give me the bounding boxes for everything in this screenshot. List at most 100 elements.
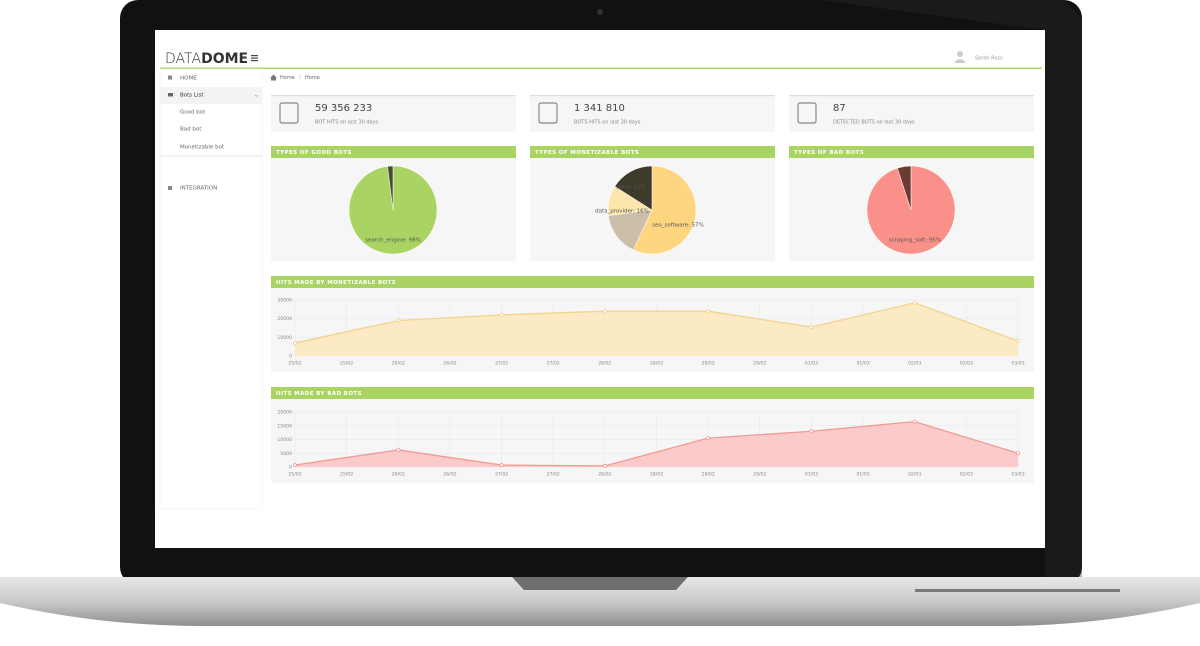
slot — [915, 589, 1120, 592]
x-tick-label: 26/02 — [392, 472, 405, 478]
stat-value: 1 341 810 — [574, 103, 625, 114]
y-tick-label: 15000 — [277, 423, 292, 429]
nav-item[interactable]: HOME — [180, 76, 197, 82]
sidebar — [159, 68, 263, 510]
x-tick-label: 25/02 — [288, 472, 301, 478]
pie-slice — [632, 165, 697, 255]
x-tick-label: 27/02 — [495, 361, 508, 367]
stat-value: 59 356 233 — [315, 103, 372, 114]
user-avatar[interactable] — [954, 51, 966, 63]
home-icon — [270, 74, 277, 81]
stat-caption: BOT HITS on last 30 days — [315, 120, 379, 126]
x-tick-label: 27/02 — [547, 361, 560, 367]
pie-slice — [608, 209, 653, 251]
y-tick-label: 0 — [289, 354, 292, 360]
breadcrumb-link[interactable]: Home — [280, 75, 295, 81]
y-tick-label: 30000 — [277, 298, 292, 304]
pie-slice — [897, 165, 912, 211]
y-tick-label: 20000 — [277, 410, 292, 416]
stat-box — [530, 95, 775, 132]
stat-icon — [279, 102, 299, 124]
nav-item[interactable]: Bots List — [180, 93, 204, 99]
stat-top — [530, 95, 775, 97]
area-line — [294, 420, 1019, 467]
y-tick-label: 10000 — [277, 335, 292, 341]
x-tick-label: 25/02 — [340, 472, 353, 478]
point — [292, 340, 297, 345]
panel-title: TYPES OF GOOD BOTS — [276, 150, 352, 156]
breadcrumb-sep: / — [299, 75, 301, 81]
panel-header — [271, 276, 1034, 288]
point — [499, 312, 504, 317]
nav-subitem[interactable]: Bad bot — [180, 127, 202, 133]
camera — [597, 9, 603, 15]
stat-box — [789, 95, 1034, 132]
point — [912, 419, 917, 424]
menu-toggle[interactable] — [251, 55, 258, 62]
stat-box — [271, 95, 516, 132]
area-fill — [295, 421, 1018, 467]
panel-header — [789, 146, 1034, 158]
x-tick-label: 27/02 — [547, 472, 560, 478]
icon — [168, 75, 172, 80]
point — [706, 309, 711, 314]
laptop-base — [0, 577, 1200, 626]
pie-slice — [387, 165, 394, 211]
point — [602, 309, 607, 314]
x-tick-label: 01/03 — [856, 472, 869, 478]
y-tick-label: 5000 — [280, 451, 292, 457]
x-tick-label: 28/02 — [598, 472, 611, 478]
icon — [168, 93, 173, 97]
nav-subitem[interactable]: Monetizable bot — [180, 145, 225, 151]
x-tick-label: 28/02 — [598, 361, 611, 367]
user-name[interactable]: Sarah Ross — [975, 56, 1003, 62]
reflection — [820, 0, 1082, 585]
stat-top — [271, 95, 516, 97]
stat-icon — [538, 102, 558, 124]
x-tick-label: 28/02 — [650, 472, 663, 478]
panel-title: TYPES OF MONETIZABLE BOTS — [535, 150, 639, 156]
slice-label: data_provider: 16% — [595, 209, 649, 215]
stat-value: 87 — [833, 103, 846, 114]
y-tick-label: 10000 — [277, 437, 292, 443]
nav-subitem[interactable]: Good bot — [180, 110, 206, 116]
point — [1016, 451, 1021, 456]
x-tick-label: 01/03 — [805, 472, 818, 478]
point — [396, 447, 401, 452]
logo-part: DATA — [165, 51, 201, 67]
nav-item[interactable]: INTEGRATION — [180, 186, 217, 192]
x-tick-label: 02/03 — [908, 361, 921, 367]
stat-top — [789, 95, 1034, 97]
pie-slice — [614, 165, 653, 211]
slice-label: scraping_soft: 95% — [889, 238, 941, 244]
x-tick-label: 02/03 — [960, 472, 973, 478]
x-tick-label: 29/02 — [702, 361, 715, 367]
panel-header — [271, 387, 1034, 399]
point — [912, 300, 917, 305]
x-tick-label: 29/02 — [753, 361, 766, 367]
slice-label: search_engine: 98% — [365, 238, 421, 244]
logo: DATADOME — [165, 51, 248, 67]
point — [809, 429, 814, 434]
stat-caption: DETECTED BOTS on last 30 days — [833, 120, 915, 126]
panel-title: HITS MADE BY BAD BOTS — [276, 391, 362, 397]
logo-part: DOME — [201, 51, 248, 67]
panel-title: TYPES OF BAD BOTS — [794, 150, 864, 156]
slice-label: seo_software: 57% — [652, 223, 704, 229]
x-tick-label: 29/02 — [753, 472, 766, 478]
content: 59 356 233 BOT HITS on last 30 days 1 341 … — [271, 95, 1034, 483]
x-tick-label: 27/02 — [495, 472, 508, 478]
x-tick-label: 28/02 — [650, 361, 663, 367]
x-tick-label: 02/03 — [908, 472, 921, 478]
panel-header — [271, 146, 516, 158]
panel-header — [530, 146, 775, 158]
area-fill — [295, 302, 1018, 356]
x-tick-label: 25/02 — [340, 361, 353, 367]
stat-caption: BOTS HITS on last 30 days — [574, 120, 641, 126]
x-tick-label: 01/03 — [805, 361, 818, 367]
x-tick-label: 02/03 — [960, 361, 973, 367]
header-line — [160, 67, 1042, 69]
stat-icon — [797, 102, 817, 124]
